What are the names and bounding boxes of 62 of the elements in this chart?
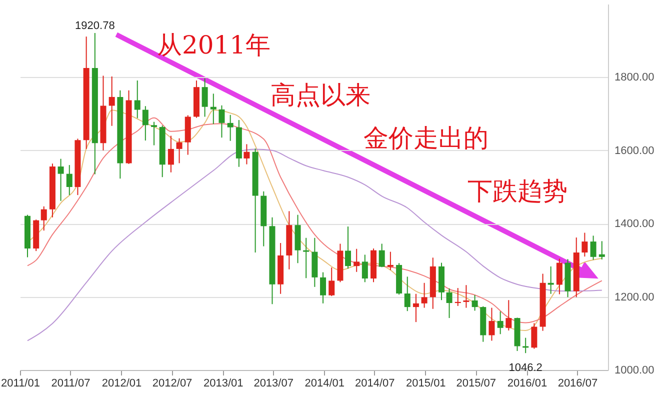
y-tick-label: 1000.00 bbox=[614, 364, 654, 376]
candlestick bbox=[202, 78, 208, 118]
candlestick bbox=[506, 300, 512, 331]
x-tick-label: 2015/07 bbox=[456, 378, 496, 390]
candlestick bbox=[378, 243, 385, 268]
y-tick-label: 1400.00 bbox=[614, 218, 654, 230]
candlestick bbox=[522, 337, 529, 354]
candlestick bbox=[582, 232, 588, 258]
x-tick-label: 2014/01 bbox=[304, 378, 345, 390]
x-tick-label: 2016/01 bbox=[507, 378, 548, 390]
candlestick bbox=[412, 293, 419, 323]
x-tick-label: 2014/07 bbox=[354, 378, 395, 390]
candlestick bbox=[151, 121, 158, 146]
candlestick bbox=[463, 284, 470, 308]
candlestick bbox=[244, 144, 250, 165]
candlestick bbox=[488, 307, 495, 342]
candlestick bbox=[404, 276, 410, 312]
candlestick bbox=[446, 288, 452, 319]
x-tick-label: 2011/07 bbox=[51, 378, 90, 390]
x-tick-label: 2013/01 bbox=[203, 378, 244, 390]
candlestick bbox=[176, 138, 182, 164]
x-tick-label: 2012/01 bbox=[102, 378, 142, 390]
candlestick bbox=[134, 80, 140, 119]
annotation: 从2011年 bbox=[156, 30, 271, 60]
x-tick-label: 2016/07 bbox=[558, 378, 598, 390]
candlestick bbox=[210, 93, 216, 125]
x-tick-label: 2012/07 bbox=[152, 378, 192, 390]
candlestick bbox=[320, 272, 326, 304]
candlestick bbox=[531, 322, 538, 350]
candlestick bbox=[387, 251, 394, 271]
candlestick bbox=[354, 248, 360, 272]
candlestick bbox=[598, 240, 605, 260]
y-tick-label: 1800.00 bbox=[614, 72, 654, 84]
candlestick bbox=[108, 76, 115, 126]
candlestick bbox=[472, 294, 478, 312]
candlestick bbox=[328, 267, 335, 297]
x-tick-label: 2013/07 bbox=[254, 378, 294, 390]
candlestick bbox=[218, 104, 225, 138]
y-tick-label: 1200.00 bbox=[614, 291, 654, 304]
x-tick-label: 2015/01 bbox=[406, 378, 446, 390]
candlestick bbox=[40, 206, 47, 232]
annotation: 下跌趋势 bbox=[467, 176, 568, 206]
candlestick bbox=[362, 254, 368, 283]
candlestick bbox=[303, 237, 310, 279]
candlestick bbox=[142, 106, 148, 142]
candlestick bbox=[168, 135, 174, 173]
annotation: 高点以来 bbox=[270, 80, 371, 110]
candlestick bbox=[497, 310, 504, 335]
y-tick-label: 1600.00 bbox=[614, 144, 654, 157]
candlestick bbox=[227, 114, 234, 142]
x-tick-label: 2011/01 bbox=[1, 378, 40, 390]
candlestick bbox=[590, 235, 596, 260]
candlestick bbox=[454, 288, 461, 306]
annotation: 1046.2 bbox=[508, 362, 542, 374]
candlestick bbox=[344, 226, 351, 270]
line-series bbox=[26, 148, 602, 342]
annotation: 金价走出的 bbox=[363, 123, 488, 152]
annotation: 1920.78 bbox=[75, 20, 115, 32]
candlestick bbox=[421, 282, 428, 308]
candlestick bbox=[66, 164, 72, 196]
candlestick bbox=[58, 158, 64, 202]
candlestick bbox=[556, 258, 562, 295]
